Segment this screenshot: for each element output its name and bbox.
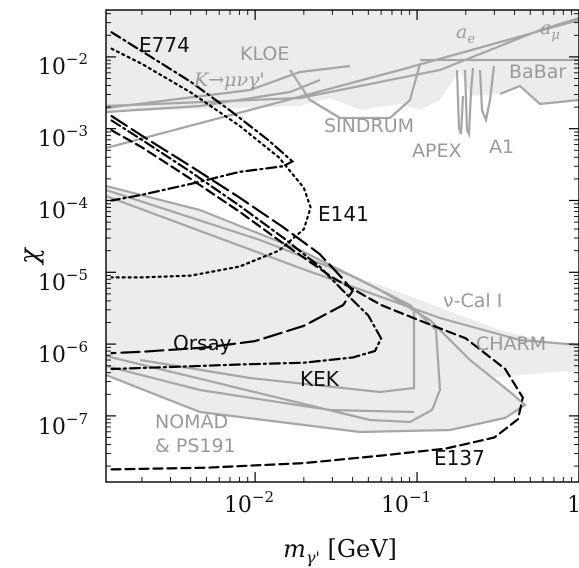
axis-ticks xyxy=(106,10,579,482)
k-decay-line xyxy=(106,78,321,114)
label-e141: E141 xyxy=(318,202,369,226)
y-tick-label-1e-6: 10−6 xyxy=(38,338,88,368)
label-ps191: & PS191 xyxy=(155,435,236,457)
y-tick-label-1e-2: 10−2 xyxy=(38,50,88,80)
experiment-curves xyxy=(110,31,524,471)
label-babar: BaBar xyxy=(509,61,566,83)
label-k-decay: K→μνγ' xyxy=(193,69,265,91)
label-apex: APEX xyxy=(412,140,461,162)
x-tick-label-1e-2: 10−2 xyxy=(224,488,274,518)
y-tick-labels: 10−7 10−6 10−5 10−4 10−3 10−2 xyxy=(38,50,88,440)
x-axis-title: mγ' [GeV] xyxy=(283,535,397,567)
y-tick-label-1e-3: 10−3 xyxy=(38,122,88,152)
region-nucal xyxy=(106,190,440,422)
babar-right xyxy=(499,84,579,106)
amu-line xyxy=(106,16,579,108)
curve-e137 xyxy=(110,129,524,471)
x-tick-label-1: 1 xyxy=(567,493,579,518)
charm-edge xyxy=(106,194,579,347)
curve-kek xyxy=(110,119,383,371)
label-ae: ae xyxy=(456,21,475,47)
apex-spike-2 xyxy=(463,67,475,139)
a1-spike xyxy=(478,65,496,124)
ae-line xyxy=(106,18,579,150)
label-kloe: KLOE xyxy=(240,43,289,65)
curve-labels: E774 E141 Orsay KEK E137 xyxy=(139,33,485,470)
kloe-line xyxy=(106,64,351,110)
x-tick-labels: 10−2 10−1 1 xyxy=(224,488,579,518)
label-orsay: Orsay xyxy=(173,331,232,355)
label-amu: aμ xyxy=(540,17,560,43)
curve-e774 xyxy=(110,31,295,202)
apex-spike-1 xyxy=(455,69,465,135)
y-tick-label-1e-7: 10−7 xyxy=(38,410,88,440)
label-nomad: NOMAD xyxy=(155,411,228,433)
label-sindrum: SINDRUM xyxy=(324,115,414,137)
nomad-line xyxy=(106,364,415,414)
y-axis-title: χ xyxy=(15,246,45,266)
curve-e141 xyxy=(110,47,312,279)
nomad-inner xyxy=(139,310,416,394)
x-tick-label-1e-1: 10−1 xyxy=(381,488,431,518)
region-top xyxy=(106,10,579,110)
grey-region-labels: KLOE K→μνγ' ae aμ BaBar SINDRUM APEX A1 … xyxy=(155,17,566,457)
plot-frame xyxy=(105,9,579,483)
y-tick-label-1e-5: 10−5 xyxy=(38,266,88,296)
y-tick-label-1e-4: 10−4 xyxy=(38,194,88,224)
label-e774: E774 xyxy=(139,33,190,57)
label-e137: E137 xyxy=(434,446,485,470)
label-a1: A1 xyxy=(489,136,514,158)
label-kek: KEK xyxy=(300,367,340,391)
label-charm: CHARM xyxy=(476,333,546,355)
label-nucal: ν-Cal I xyxy=(443,290,502,312)
